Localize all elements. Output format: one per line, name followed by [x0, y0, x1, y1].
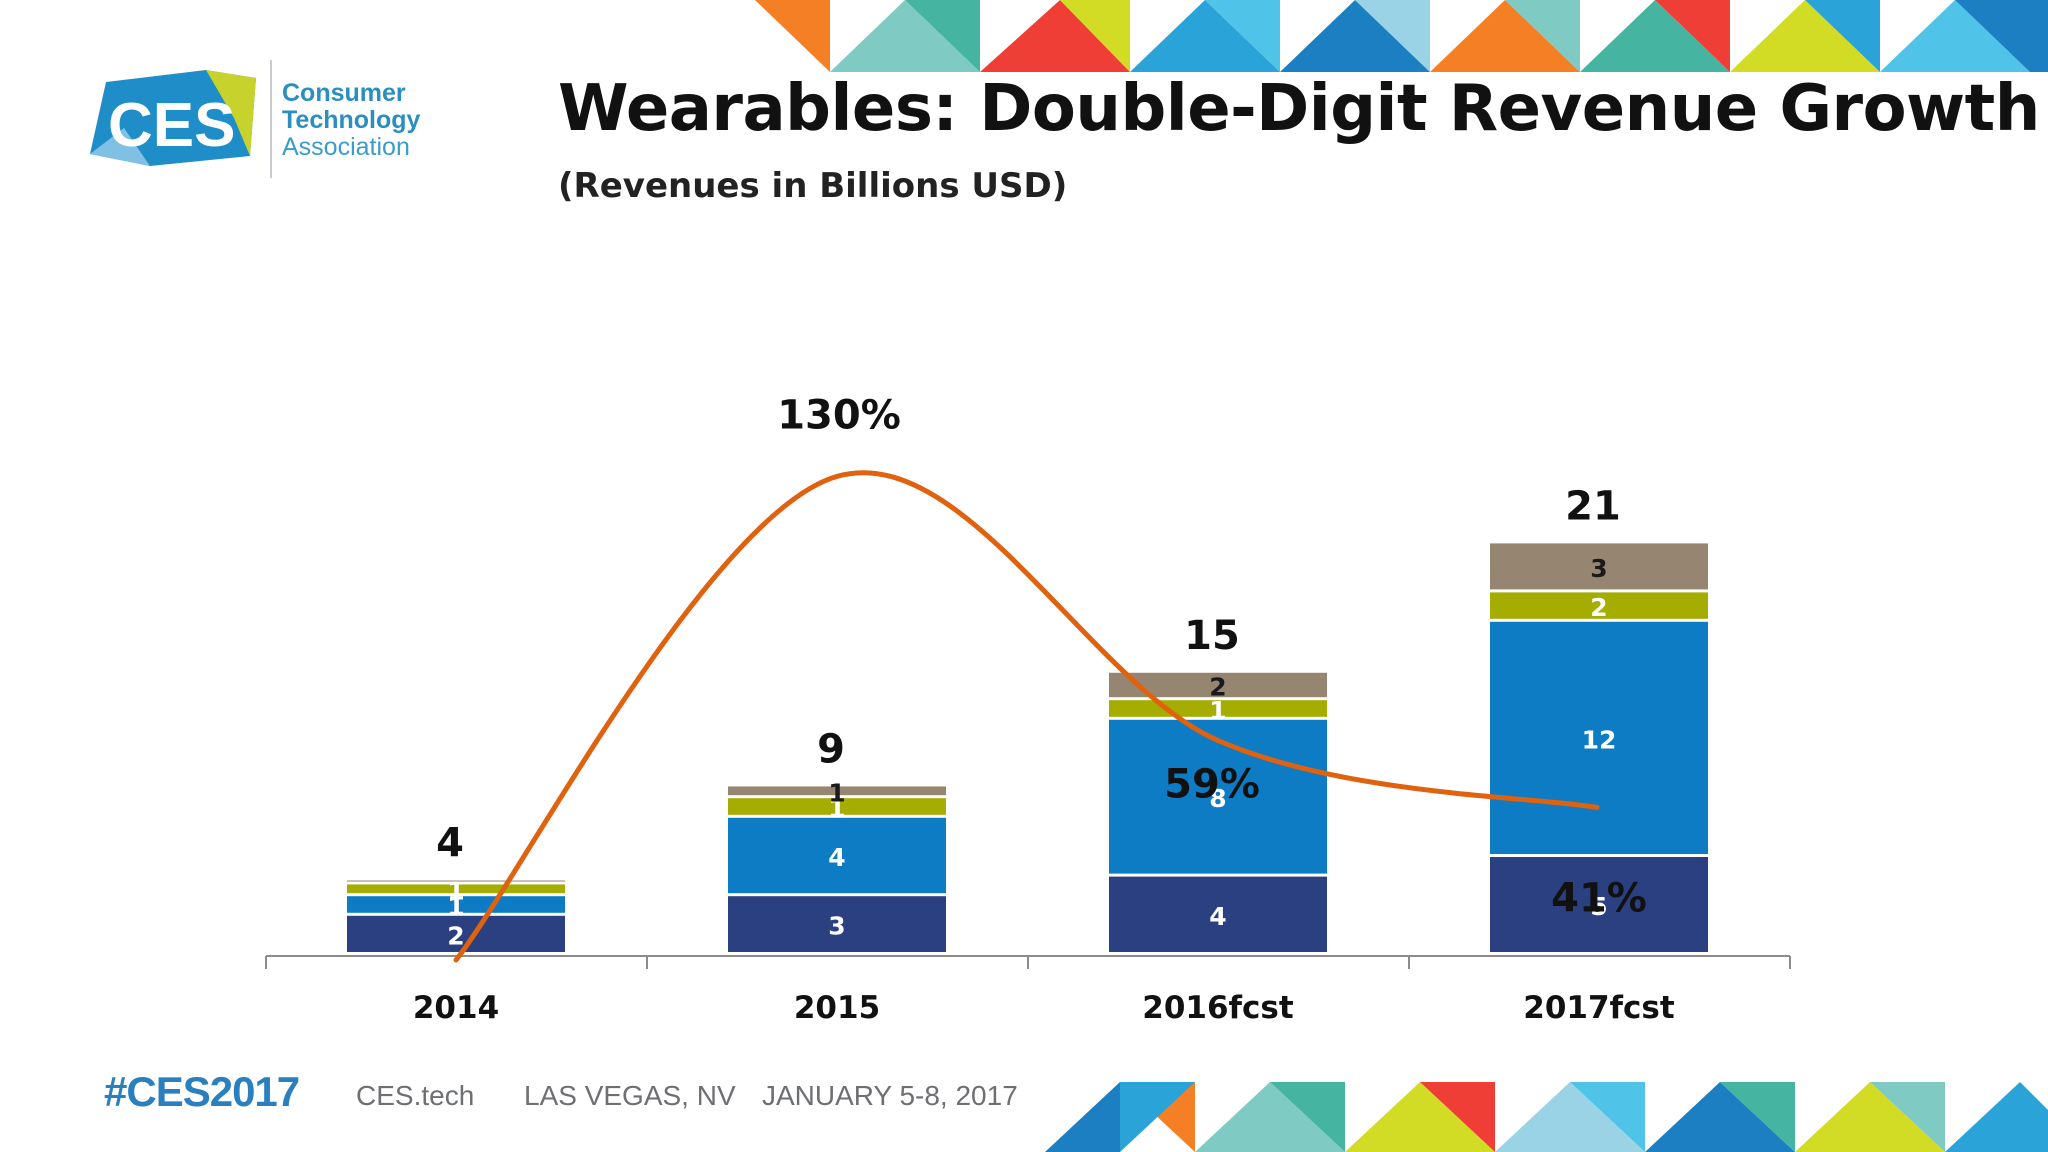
cta-line-3: Association — [282, 133, 410, 161]
growth-label: 59% — [1164, 762, 1260, 808]
slide-title: Wearables: Double-Digit Revenue Growth — [558, 72, 2040, 146]
x-tick-label: 2014 — [413, 990, 499, 1026]
bar-segment — [1109, 719, 1327, 874]
bar-segment-label: 5 — [1590, 892, 1607, 921]
bar-segment — [1109, 876, 1327, 952]
decor-triangle-top — [830, 0, 980, 72]
slide-subtitle: (Revenues in Billions USD) — [558, 166, 1068, 206]
bar-segment-label: 12 — [1582, 725, 1617, 754]
bar-segment-label: 1 — [828, 794, 845, 823]
bar-total-label: 4 — [436, 821, 464, 867]
bar-segment-label: 1 — [828, 778, 845, 807]
bar-segment — [1490, 543, 1708, 590]
bar-segment — [347, 896, 565, 913]
bar-segment-label: 2 — [1209, 672, 1226, 701]
logo-divider — [270, 60, 272, 178]
decorative-triangle-band-top — [755, 0, 2048, 72]
growth-label: 41% — [1551, 875, 1647, 921]
decor-triangle-top — [1730, 0, 1880, 72]
decor-triangle-top — [1280, 0, 1430, 72]
decor-triangle-top — [755, 0, 830, 72]
bar-total-label: 21 — [1565, 483, 1621, 529]
decor-triangle-top — [1880, 0, 2030, 72]
bar-segment-label: 2 — [447, 921, 464, 950]
decor-triangle-top — [1430, 0, 1580, 72]
x-tick-label: 2017fcst — [1523, 990, 1675, 1026]
bar-segment — [347, 915, 565, 952]
footer-hashtag: #CES2017 — [104, 1068, 300, 1115]
cta-logo-text: Consumer Technology Association — [282, 80, 442, 161]
decor-triangle-top — [1805, 0, 1880, 72]
bar-segment — [1490, 592, 1708, 619]
bar-segment — [728, 896, 946, 952]
bar-segment-label: 1 — [447, 876, 464, 905]
bar-segment-label: 3 — [1590, 554, 1607, 583]
decor-triangle-top — [1205, 0, 1280, 72]
decor-triangle-top — [1955, 0, 2048, 72]
bar-segment — [1490, 621, 1708, 854]
growth-line — [453, 470, 1600, 963]
x-tick-label: 2015 — [794, 990, 880, 1026]
bar-segment — [347, 884, 565, 894]
decor-triangle-top — [1130, 0, 1280, 72]
bar-segment-label: 4 — [1209, 902, 1226, 931]
bar-total-label: 9 — [817, 726, 845, 772]
decor-triangle-top — [1580, 0, 1730, 72]
decor-triangle-top — [1655, 0, 1730, 72]
footer-dates: JANUARY 5-8, 2017 — [762, 1080, 1018, 1111]
decor-triangle-top — [1355, 0, 1430, 72]
bar-segment-label: 8 — [1209, 784, 1226, 813]
bar-segment — [347, 880, 565, 882]
bar-segment — [728, 798, 946, 815]
footer-site: CES.tech — [356, 1080, 475, 1111]
decor-triangle-top — [1505, 0, 1580, 72]
bar-segment-label: 4 — [828, 843, 845, 872]
decor-triangle-top — [905, 0, 980, 72]
decor-triangle-top — [1060, 0, 1130, 72]
bar-total-label: 15 — [1184, 613, 1240, 659]
bar-segment — [1490, 857, 1708, 952]
bar-segment — [728, 817, 946, 894]
bar-segment-label: 2 — [1590, 593, 1607, 622]
bar-segment-label: 3 — [828, 912, 845, 941]
x-tick-label: 2016fcst — [1142, 990, 1294, 1026]
footer-location: LAS VEGAS, NV — [524, 1080, 736, 1111]
growth-label: 130% — [777, 392, 901, 438]
ces-logo-mark: CES — [90, 70, 256, 166]
decor-triangle-top — [980, 0, 1130, 72]
bar-segment-label: 1 — [1209, 696, 1226, 725]
ces-logo-wordmark: CES — [108, 91, 235, 160]
cta-line-1: Consumer — [282, 79, 406, 107]
bar-segment — [728, 786, 946, 796]
bar-segment-label: 1 — [447, 892, 464, 921]
cta-line-2: Technology — [282, 106, 421, 134]
